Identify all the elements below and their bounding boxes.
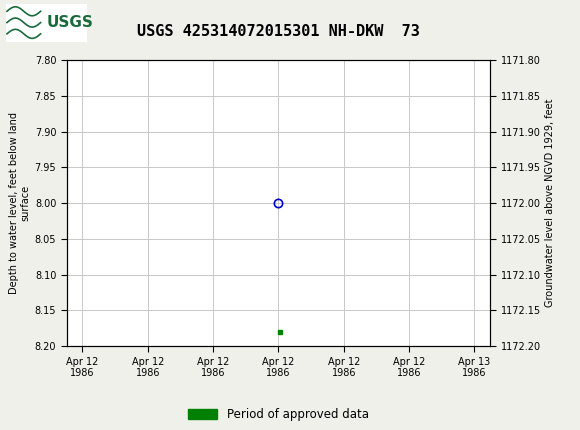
- Legend: Period of approved data: Period of approved data: [183, 404, 374, 426]
- Y-axis label: Groundwater level above NGVD 1929, feet: Groundwater level above NGVD 1929, feet: [545, 99, 555, 307]
- Text: USGS 425314072015301 NH-DKW  73: USGS 425314072015301 NH-DKW 73: [137, 24, 420, 39]
- Y-axis label: Depth to water level, feet below land
surface: Depth to water level, feet below land su…: [9, 112, 31, 294]
- Text: USGS: USGS: [46, 15, 93, 30]
- Bar: [6, 3, 87, 42]
